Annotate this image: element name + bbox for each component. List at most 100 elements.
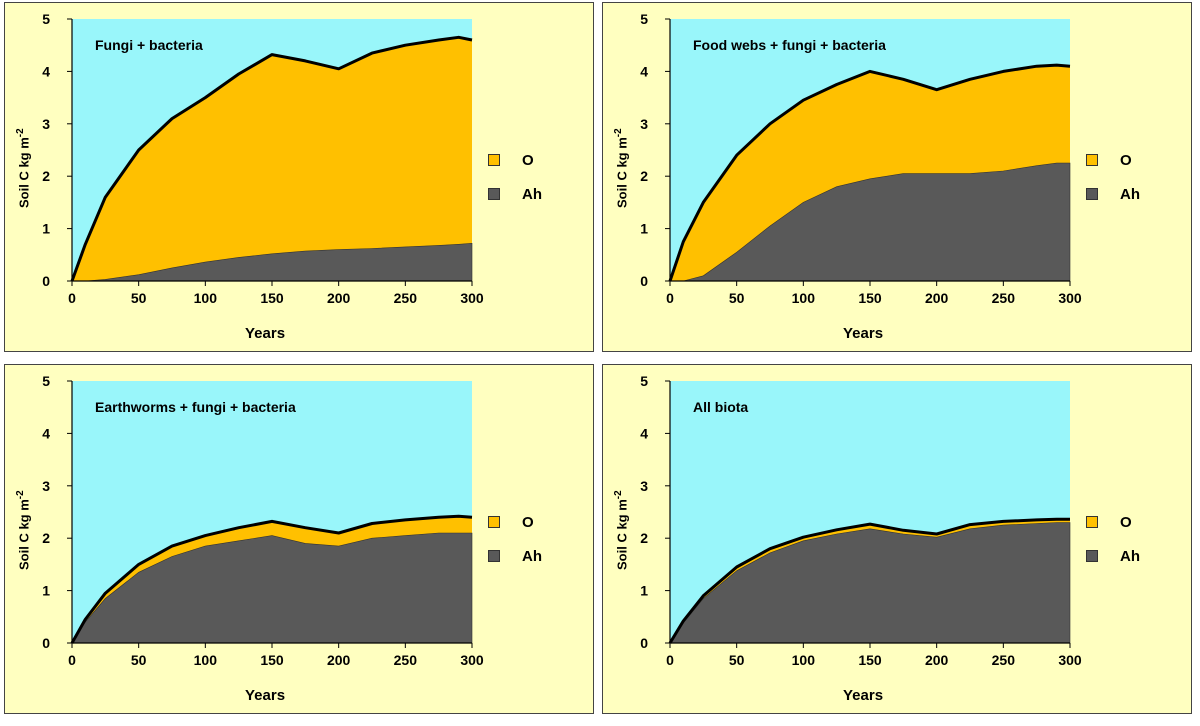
series-area-Ah	[71, 532, 473, 644]
x-tick-label: 100	[792, 290, 816, 306]
y-tick-label: 2	[640, 530, 648, 546]
x-tick-label: 0	[68, 652, 76, 668]
x-tick-label: 250	[394, 652, 418, 668]
y-tick-label: 0	[42, 635, 50, 651]
x-tick-label: 200	[925, 652, 949, 668]
legend-label-Ah: Ah	[1120, 547, 1140, 565]
y-axis-label: Soil C kg m-2	[613, 490, 629, 570]
chart-panel-earthworms: 0 1 2 3 4 5 0 50 100 150 200 250 300 Earthworms + fun…	[4, 364, 594, 714]
legend-item-O: O	[1086, 511, 1140, 533]
y-axis-label-exponent: -2	[613, 128, 624, 138]
y-axis-label-exponent: -2	[613, 490, 624, 500]
x-tick-label: 300	[460, 290, 484, 306]
y-tick-label: 5	[42, 11, 50, 27]
y-tick-label: 3	[640, 478, 648, 494]
y-tick-label: 0	[640, 635, 648, 651]
x-tick-label: 200	[925, 290, 949, 306]
legend-label-Ah: Ah	[522, 547, 542, 565]
x-tick-label: 0	[666, 652, 674, 668]
legend: O Ah	[1086, 511, 1140, 579]
legend-swatch-Ah	[488, 188, 500, 200]
chart-panel-fungi-bacteria: 0 1 2 3 4 5 0 50 100 150 200 250 300 Fungi + bacteria…	[4, 2, 594, 352]
series-area-Ah	[72, 242, 473, 282]
x-tick-label: 150	[858, 652, 882, 668]
chart-panel-food-webs: 0 1 2 3 4 5 0 50 100 150 200 250 300 Food webs + fung…	[602, 2, 1192, 352]
legend-label-O: O	[1120, 151, 1132, 169]
x-tick-label: 300	[1058, 290, 1082, 306]
y-axis-label-text: Soil C kg m	[614, 499, 630, 570]
legend-swatch-O	[1086, 154, 1098, 166]
y-tick-label: 1	[42, 583, 50, 599]
x-tick-label: 100	[194, 652, 218, 668]
x-axis-label: Years	[843, 325, 884, 342]
legend-swatch-Ah	[1086, 188, 1098, 200]
legend-swatch-O	[488, 154, 500, 166]
legend-item-Ah: Ah	[1086, 545, 1140, 567]
x-tick-label: 50	[729, 652, 745, 668]
legend: O Ah	[1086, 149, 1140, 217]
legend-swatch-O	[1086, 516, 1098, 528]
x-tick-label: 200	[327, 652, 351, 668]
x-tick-label: 200	[327, 290, 351, 306]
chart-title: Fungi + bacteria	[95, 37, 203, 53]
series-line-total	[668, 517, 1070, 644]
y-tick-label: 5	[640, 373, 648, 389]
legend-swatch-Ah	[1086, 550, 1098, 562]
series-line-total	[70, 514, 473, 644]
y-tick-label: 5	[640, 11, 648, 27]
x-tick-label: 50	[131, 652, 147, 668]
legend-item-Ah: Ah	[1086, 183, 1140, 205]
legend-item-Ah: Ah	[488, 545, 542, 567]
y-tick-label: 4	[640, 63, 648, 79]
y-axis-label-text: Soil C kg m	[614, 137, 630, 208]
y-axis-label-exponent: -2	[15, 490, 26, 500]
x-tick-label: 50	[729, 290, 745, 306]
legend-label-O: O	[1120, 513, 1132, 531]
y-axis-label: Soil C kg m-2	[15, 490, 31, 570]
legend-item-Ah: Ah	[488, 183, 542, 205]
series-area-O	[72, 37, 472, 281]
y-tick-label: 0	[42, 273, 50, 289]
legend-item-O: O	[488, 511, 542, 533]
y-tick-label: 2	[42, 168, 50, 184]
series-line-total	[70, 35, 473, 282]
x-tick-label: 250	[394, 290, 418, 306]
legend: O Ah	[488, 149, 542, 217]
legend-label-O: O	[522, 151, 534, 169]
chart-panel-all-biota: 0 1 2 3 4 5 0 50 100 150 200 250 300 All biota Soil C …	[602, 364, 1192, 714]
legend-item-O: O	[1086, 149, 1140, 171]
legend-label-O: O	[522, 513, 534, 531]
y-tick-label: 4	[42, 63, 50, 79]
y-tick-label: 0	[640, 273, 648, 289]
y-axis-label-exponent: -2	[15, 128, 26, 138]
chart-title: Food webs + fungi + bacteria	[693, 37, 886, 53]
series-line-total	[668, 63, 1071, 282]
y-tick-label: 3	[42, 478, 50, 494]
y-axis-label-text: Soil C kg m	[16, 137, 32, 208]
y-axis-label-text: Soil C kg m	[16, 499, 32, 570]
x-tick-label: 100	[792, 652, 816, 668]
y-tick-label: 4	[640, 425, 648, 441]
x-axis-label: Years	[245, 325, 286, 342]
x-tick-label: 0	[68, 290, 76, 306]
x-tick-label: 150	[260, 290, 284, 306]
y-tick-label: 1	[640, 583, 648, 599]
legend: O Ah	[488, 511, 542, 579]
x-tick-label: 250	[992, 652, 1016, 668]
x-tick-label: 250	[992, 290, 1016, 306]
y-tick-label: 1	[640, 221, 648, 237]
y-axis-label: Soil C kg m-2	[15, 128, 31, 208]
x-tick-label: 50	[131, 290, 147, 306]
x-tick-label: 300	[1058, 652, 1082, 668]
y-tick-label: 3	[640, 116, 648, 132]
chart-title: All biota	[693, 399, 749, 415]
legend-label-Ah: Ah	[522, 185, 542, 203]
x-axis-label: Years	[245, 687, 286, 704]
x-tick-label: 300	[460, 652, 484, 668]
y-tick-label: 5	[42, 373, 50, 389]
chart-title: Earthworms + fungi + bacteria	[95, 399, 296, 415]
y-tick-label: 1	[42, 221, 50, 237]
